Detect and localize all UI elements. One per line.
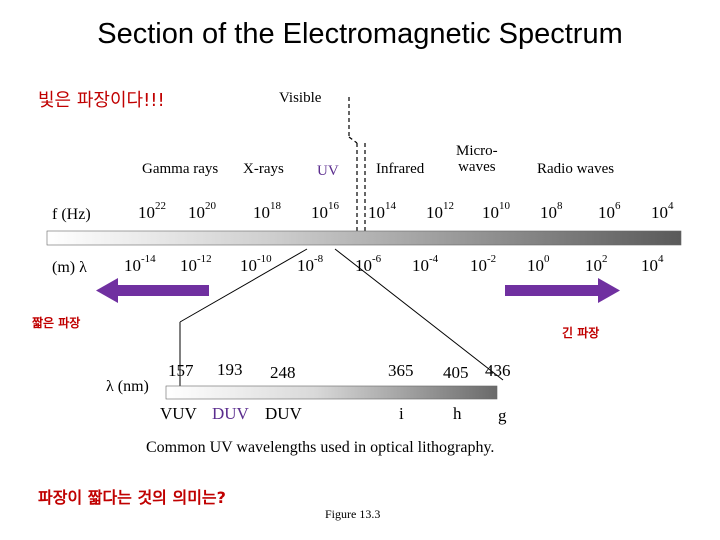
wave-tick: 100	[527, 253, 550, 276]
wave-tick-base: 10	[240, 256, 257, 275]
zoom-line-right-diag	[334, 248, 504, 381]
freq-tick-base: 10	[138, 203, 155, 222]
wave-tick-base: 10	[355, 256, 372, 275]
freq-tick: 1020	[188, 200, 216, 223]
wave-tick-exponent: -12	[197, 253, 212, 266]
freq-tick-base: 10	[426, 203, 443, 222]
wave-tick-base: 10	[641, 256, 658, 275]
uv-name-i: i	[399, 404, 404, 423]
freq-tick-base: 10	[482, 203, 499, 222]
wave-row-label: (m) λ	[52, 259, 87, 276]
freq-tick-exponent: 16	[328, 200, 339, 213]
freq-tick-exponent: 12	[443, 200, 454, 213]
band-microwaves-line2: waves	[458, 159, 496, 175]
figure-label: Figure 13.3	[325, 507, 381, 521]
uv-name-h: h	[453, 404, 462, 423]
uv-caption: Common UV wavelengths used in optical li…	[146, 439, 495, 456]
wave-tick: 10-6	[355, 253, 382, 276]
wave-tick-exponent: -6	[372, 253, 382, 266]
wave-tick: 10-10	[240, 253, 272, 276]
freq-tick-base: 10	[540, 203, 557, 222]
freq-tick: 1012	[426, 200, 454, 223]
uv-value-157: 157	[168, 361, 194, 380]
visible-marker	[348, 97, 366, 233]
wave-tick: 102	[585, 253, 608, 276]
wave-tick-exponent: -2	[487, 253, 497, 266]
wave-tick-exponent: -4	[429, 253, 439, 266]
freq-row-label: f (Hz)	[52, 206, 91, 223]
uv-value-248: 248	[270, 363, 296, 382]
freq-tick-exponent: 10	[499, 200, 510, 213]
uv-name-g: g	[498, 406, 507, 425]
wave-tick-base: 10	[180, 256, 197, 275]
wave-tick: 104	[641, 253, 664, 276]
freq-tick-base: 10	[253, 203, 270, 222]
freq-tick: 108	[540, 200, 563, 223]
uv-value-405: 405	[443, 363, 469, 382]
zoom-line-left-diag	[179, 248, 308, 323]
page-title: Section of the Electromagnetic Spectrum	[97, 18, 623, 50]
freq-tick-exponent: 8	[557, 200, 563, 213]
freq-tick-exponent: 20	[205, 200, 216, 213]
spectrum-bar	[46, 230, 682, 246]
uv-name-duv-2: DUV	[265, 404, 302, 423]
visible-label: Visible	[279, 90, 322, 106]
wave-tick: 10-8	[297, 253, 324, 276]
freq-tick-exponent: 4	[668, 200, 674, 213]
freq-tick-base: 10	[311, 203, 328, 222]
freq-tick-base: 10	[368, 203, 385, 222]
wave-tick-base: 10	[124, 256, 141, 275]
short-wave-label: 짧은 파장	[32, 316, 81, 330]
wave-tick: 10-14	[124, 253, 156, 276]
freq-tick-exponent: 14	[385, 200, 396, 213]
wave-tick: 10-2	[470, 253, 497, 276]
freq-tick-exponent: 18	[270, 200, 281, 213]
freq-tick: 1016	[311, 200, 339, 223]
freq-tick-exponent: 22	[155, 200, 166, 213]
band-uv: UV	[317, 163, 339, 179]
wave-tick: 10-12	[180, 253, 212, 276]
band-radio-waves: Radio waves	[537, 161, 615, 177]
wave-tick-exponent: 2	[602, 253, 608, 266]
wave-tick-base: 10	[527, 256, 544, 275]
freq-tick: 1010	[482, 200, 510, 223]
freq-tick-exponent: 6	[615, 200, 621, 213]
band-microwaves: Micro- waves	[456, 143, 498, 175]
uv-name-duv-1: DUV	[212, 404, 249, 423]
uv-value-436: 436	[485, 361, 511, 380]
uv-value-365: 365	[388, 361, 414, 380]
freq-tick: 1018	[253, 200, 281, 223]
wave-tick: 10-4	[412, 253, 439, 276]
wave-tick-exponent: 4	[658, 253, 664, 266]
long-wave-label: 긴 파장	[562, 326, 600, 340]
wave-tick-exponent: -10	[257, 253, 272, 266]
wave-tick-exponent: -14	[141, 253, 156, 266]
freq-tick: 1022	[138, 200, 166, 223]
band-microwaves-line1: Micro-	[456, 143, 498, 159]
band-x-rays: X-rays	[243, 161, 284, 177]
short-wave-arrow	[96, 278, 209, 303]
band-infrared: Infrared	[376, 161, 425, 177]
wave-tick-exponent: -8	[314, 253, 324, 266]
question-short-wavelength: 파장이 짧다는 것의 의미는?	[38, 488, 226, 507]
freq-tick: 106	[598, 200, 621, 223]
uv-value-193: 193	[217, 360, 243, 379]
wave-tick-base: 10	[297, 256, 314, 275]
freq-tick: 104	[651, 200, 674, 223]
uv-axis-label: λ (nm)	[106, 378, 149, 395]
freq-tick-base: 10	[651, 203, 668, 222]
wave-tick-base: 10	[470, 256, 487, 275]
wave-tick-base: 10	[412, 256, 429, 275]
wave-tick-base: 10	[585, 256, 602, 275]
freq-tick: 1014	[368, 200, 396, 223]
uv-detail-bar	[165, 385, 498, 400]
wave-tick-exponent: 0	[544, 253, 550, 266]
freq-tick-base: 10	[598, 203, 615, 222]
freq-tick-base: 10	[188, 203, 205, 222]
uv-name-vuv: VUV	[160, 404, 197, 423]
note-light-is-wave: 빛은 파장이다!!!	[38, 90, 165, 111]
band-gamma-rays: Gamma rays	[142, 161, 219, 177]
long-wave-arrow	[505, 278, 620, 303]
